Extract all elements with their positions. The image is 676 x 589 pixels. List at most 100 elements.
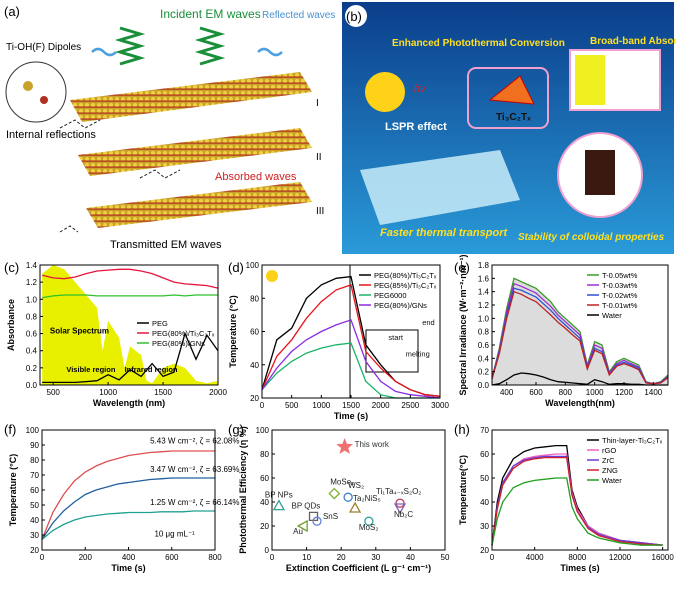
y-tick-label: 0 (265, 546, 270, 555)
point (272, 499, 286, 511)
y-tick-label: 40 (480, 498, 489, 507)
point (343, 492, 353, 502)
layer (70, 72, 312, 122)
x-tick-label: 1400 (644, 388, 662, 397)
panel-label: (e) (454, 260, 470, 275)
x-tick-label: 500 (285, 401, 299, 410)
x-tick-label: 600 (529, 388, 543, 397)
layer (86, 182, 312, 228)
panel-a: (a) Incident EM waves Reflected waves Ti… (4, 4, 335, 251)
point-label: BP QDs (292, 501, 321, 510)
point (312, 516, 322, 526)
x-tick-label: 12000 (609, 553, 632, 562)
label: Faster thermal transport (380, 227, 508, 239)
label: I (316, 98, 319, 109)
y-tick-label: 0.4 (26, 347, 38, 356)
y-tick-label: 100 (246, 261, 260, 270)
y-tick-label: 70 (480, 426, 489, 435)
y-tick-label: 30 (30, 531, 39, 540)
layer (78, 128, 312, 176)
x-tick-label: 16000 (652, 553, 675, 562)
panel-label: (a) (4, 4, 20, 19)
y-axis-label: Spectral Irradiance (W·m⁻²·nm⁻¹) (458, 254, 468, 395)
y-tick-label: 30 (480, 522, 489, 531)
annotation: 3.47 W cm⁻², ζ = 63.69% (150, 465, 239, 474)
y-tick-label: 40 (260, 498, 269, 507)
panel-label: (g) (228, 422, 244, 437)
y-tick-label: 20 (30, 546, 39, 555)
x-axis-label: Wavelength(nm) (545, 398, 615, 408)
y-tick-label: 50 (480, 474, 489, 483)
y-tick-label: 0.2 (478, 368, 490, 377)
y-tick-label: 90 (30, 441, 39, 450)
spectrum (575, 55, 605, 105)
label: Stability of colloidal properties (518, 232, 665, 243)
point (348, 501, 362, 513)
vial (585, 150, 615, 195)
x-tick-label: 0 (490, 553, 495, 562)
annotation: 1.25 W cm⁻², ζ = 66.14% (150, 498, 239, 507)
point-label: Au (293, 527, 303, 536)
y-tick-label: 80 (250, 294, 259, 303)
x-tick-label: 0 (270, 553, 275, 562)
line (41, 510, 215, 540)
y-axis-label: Absorbance (6, 299, 16, 351)
y-tick-label: 40 (250, 361, 259, 370)
y-tick-label: 1.4 (478, 288, 490, 297)
x-tick-label: 0 (40, 553, 45, 562)
point-label: Nb₂C (394, 510, 413, 519)
x-tick-label: 1200 (615, 388, 633, 397)
y-tick-label: 0.2 (26, 364, 38, 373)
y-tick-label: 0.8 (26, 312, 38, 321)
legend-label: rGO (602, 446, 616, 455)
legend-label: PEG (152, 319, 168, 328)
y-tick-label: 1.6 (478, 274, 490, 283)
x-tick-label: 1500 (154, 388, 172, 397)
y-tick-label: 1.4 (26, 261, 38, 270)
point-label: MoS₂ (359, 523, 379, 532)
panel-label: (f) (4, 422, 16, 437)
x-tick-label: 600 (165, 553, 179, 562)
legend-label: T-0.03wt% (602, 281, 638, 290)
legend-label: ZrC (602, 456, 615, 465)
label: Broad-band Absorption (590, 36, 676, 47)
panel-label: (h) (454, 422, 470, 437)
atom (23, 81, 33, 91)
x-tick-label: 4000 (526, 553, 544, 562)
legend-label: PEG6000 (374, 291, 407, 300)
legend-label: Thin-layer-Ti₃C₂Tₓ (602, 436, 663, 445)
plot-frame (491, 264, 669, 386)
legend-label: PEG(80%)/GNs (152, 339, 205, 348)
x-tick-label: 400 (500, 388, 514, 397)
atom (40, 96, 48, 104)
legend-label: T-0.05wt% (602, 271, 638, 280)
inset (5, 61, 67, 123)
y-tick-label: 80 (260, 450, 269, 459)
y-tick-label: 100 (26, 426, 40, 435)
line (261, 284, 441, 397)
wave (257, 47, 283, 57)
y-tick-label: 1.0 (478, 314, 490, 323)
point-label: BP NPs (265, 491, 293, 500)
y-tick-label: 1.0 (26, 295, 38, 304)
x-tick-label: 1500 (342, 401, 360, 410)
point-label: This work (355, 440, 390, 449)
area-label: Solar Spectrum (50, 327, 109, 336)
arrow (59, 119, 181, 233)
area (42, 265, 218, 385)
line (42, 268, 219, 289)
point (393, 503, 407, 515)
slab (360, 150, 520, 225)
label: II (316, 152, 322, 163)
y-tick-label: 40 (30, 516, 39, 525)
point-label: MoSe₂ (330, 478, 354, 487)
annotation: start (388, 333, 404, 342)
y-axis-label: Temperature (°C) (228, 295, 238, 367)
y-tick-label: 1.2 (478, 301, 490, 310)
y-axis-label: Photothermal Efficiency (η %) (238, 426, 248, 554)
x-tick-label: 1000 (312, 401, 330, 410)
annotation: 5.43 W cm⁻², ζ = 62.08% (150, 437, 239, 446)
panel-label: (b) (346, 9, 362, 24)
label: Internal reflections (6, 129, 96, 141)
